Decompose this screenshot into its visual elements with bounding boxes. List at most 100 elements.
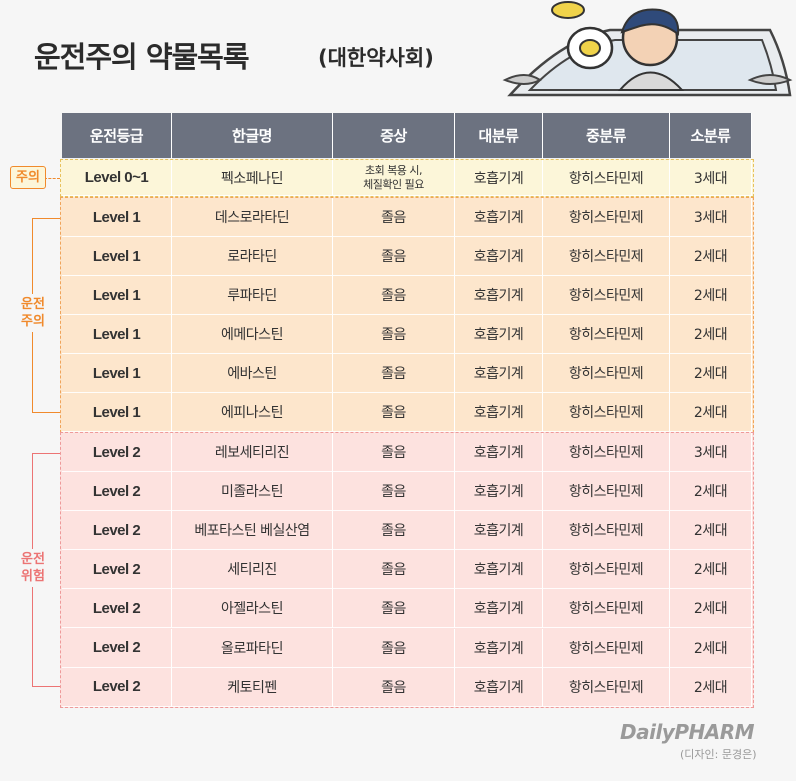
table-cell: 3세대 [670,433,752,473]
logo: DailyPHARM [620,720,755,744]
table-cell: 3세대 [670,198,752,237]
table-cell: 호흡기계 [455,550,543,590]
table-cell: Level 2 [62,628,172,668]
table-cell: 졸음 [333,433,455,473]
table-cell: Level 0~1 [62,160,172,196]
column-header: 운전등급 [62,113,172,159]
column-header: 소분류 [670,113,752,159]
table-cell: 호흡기계 [455,511,543,551]
group-frame [60,159,754,197]
table-cell: 2세대 [670,237,752,276]
table-cell: Level 1 [62,276,172,315]
table-cell: 아젤라스틴 [172,589,333,629]
table-cell: Level 2 [62,667,172,707]
table-cell: 2세대 [670,393,752,432]
table-cell: 호흡기계 [455,589,543,629]
table-cell: 호흡기계 [455,237,543,276]
table-cell: 졸음 [333,315,455,354]
table-cell: 졸음 [333,198,455,237]
table-cell: 호흡기계 [455,628,543,668]
table-cell: 2세대 [670,276,752,315]
table-cell: 2세대 [670,354,752,393]
table-cell: 호흡기계 [455,354,543,393]
table-cell: 에피나스틴 [172,393,333,432]
table-cell: 졸음 [333,550,455,590]
table-cell: Level 2 [62,433,172,473]
table-cell: 항히스타민제 [543,550,670,590]
table-cell: 항히스타민제 [543,433,670,473]
subtitle: (대한약사회) [318,46,434,70]
column-header: 중분류 [543,113,670,159]
table-cell: 졸음 [333,472,455,512]
table-cell: 2세대 [670,472,752,512]
table-cell: 항히스타민제 [543,354,670,393]
table-cell: 졸음 [333,589,455,629]
table-cell: 2세대 [670,511,752,551]
table-cell: 항히스타민제 [543,160,670,196]
table-cell: 졸음 [333,511,455,551]
table-cell: 호흡기계 [455,198,543,237]
table-cell: Level 2 [62,550,172,590]
table-cell: 졸음 [333,237,455,276]
table-cell: 항히스타민제 [543,315,670,354]
table-cell: Level 1 [62,198,172,237]
title: 운전주의 약물목록 [34,40,250,74]
table-cell: 올로파타딘 [172,628,333,668]
table-cell: Level 2 [62,589,172,629]
table-cell: 졸음 [333,393,455,432]
group-frame [60,432,754,708]
table-cell: 항히스타민제 [543,472,670,512]
table-cell: 에바스틴 [172,354,333,393]
group-label: 주의 [10,166,46,189]
table-cell: 2세대 [670,589,752,629]
illustration [502,1,793,97]
table-cell: 루파타딘 [172,276,333,315]
column-header: 대분류 [455,113,543,159]
table-cell: 호흡기계 [455,393,543,432]
table-cell: 항히스타민제 [543,393,670,432]
table-cell: 세티리진 [172,550,333,590]
table-cell: 호흡기계 [455,160,543,196]
table-cell: Level 1 [62,237,172,276]
table-cell: 에메다스틴 [172,315,333,354]
table-cell: 졸음 [333,276,455,315]
table-cell: Level 1 [62,393,172,432]
table-cell: Level 1 [62,315,172,354]
table-cell: 호흡기계 [455,667,543,707]
table-cell: 초회 복용 시, 체질확인 필요 [333,160,455,196]
table-cell: Level 1 [62,354,172,393]
table-cell: 졸음 [333,628,455,668]
column-header: 증상 [333,113,455,159]
group-label: 운전 주의 [18,294,48,332]
table-cell: 데스로라타딘 [172,198,333,237]
table-cell: 케토티펜 [172,667,333,707]
table-cell: 호흡기계 [455,315,543,354]
credit: (디자인: 문경은) [680,748,757,761]
table-cell: 항히스타민제 [543,589,670,629]
table-cell: 항히스타민제 [543,628,670,668]
table-cell: Level 2 [62,511,172,551]
table-cell: 항히스타민제 [543,198,670,237]
table-cell: 2세대 [670,550,752,590]
table-cell: 졸음 [333,354,455,393]
table-cell: 펙소페나딘 [172,160,333,196]
table-cell: 미졸라스틴 [172,472,333,512]
table-cell: 항히스타민제 [543,667,670,707]
table-cell: 2세대 [670,667,752,707]
table-cell: 항히스타민제 [543,276,670,315]
table-cell: 2세대 [670,315,752,354]
table-cell: 2세대 [670,628,752,668]
table-cell: 베포타스틴 베실산염 [172,511,333,551]
table-cell: 호흡기계 [455,433,543,473]
table-cell: Level 2 [62,472,172,512]
table-cell: 항히스타민제 [543,511,670,551]
table-cell: 호흡기계 [455,276,543,315]
table-cell: 레보세티리진 [172,433,333,473]
table-cell: 졸음 [333,667,455,707]
table-cell: 호흡기계 [455,472,543,512]
group-label: 운전 위험 [18,548,48,587]
table-cell: 로라타딘 [172,237,333,276]
table-cell: 항히스타민제 [543,237,670,276]
